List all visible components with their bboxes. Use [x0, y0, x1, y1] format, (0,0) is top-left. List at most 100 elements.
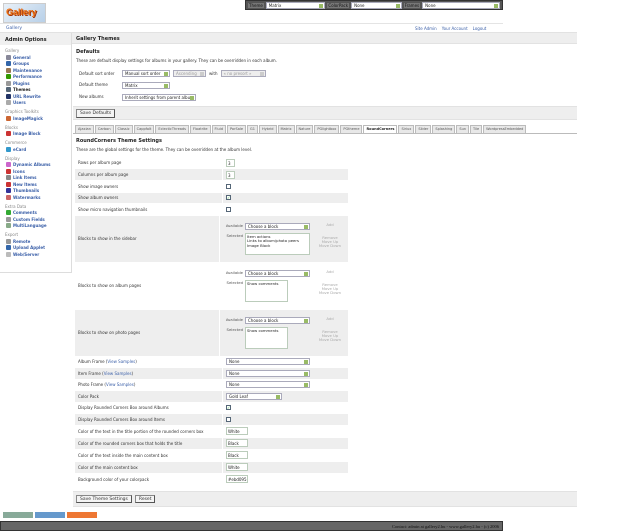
sidebar-item-image-block[interactable]: Image Block — [0, 131, 71, 138]
tab-fluid[interactable]: Fluid — [211, 125, 226, 133]
add-button[interactable]: Add — [326, 221, 334, 227]
tab-g1[interactable]: G1 — [247, 125, 258, 133]
sidebar-item-watermarks[interactable]: Watermarks — [0, 194, 71, 201]
move-up-button[interactable]: Move Up — [321, 332, 339, 338]
selected-block-item[interactable]: Links to album/photo peers — [247, 238, 299, 243]
save-defaults-button[interactable]: Save Defaults — [76, 109, 116, 118]
sidebar-item-imagemagick[interactable]: ImageMagick — [0, 115, 71, 122]
sidebar-item-url-rewrite[interactable]: URL Rewrite — [0, 93, 71, 100]
tab-classic[interactable]: Classic — [114, 125, 133, 133]
setting-text-input[interactable]: White — [226, 463, 248, 471]
view-samples-link[interactable]: View Samples — [107, 359, 136, 365]
selected-block-item[interactable]: Image Block — [247, 242, 271, 248]
sidebar-item-ecard[interactable]: eCard — [0, 146, 71, 153]
tab-wordpressembedded[interactable]: WordpressEmbedded — [483, 125, 527, 133]
tab-ajaxian[interactable]: Ajaxian — [75, 125, 94, 133]
remove-button[interactable]: Remove — [322, 234, 338, 240]
sort-order-select[interactable]: Manual sort order — [122, 70, 170, 77]
move-up-button[interactable]: Move Up — [321, 238, 339, 244]
add-button[interactable]: Add — [326, 315, 334, 321]
sidebar-item-groups[interactable]: Groups — [0, 61, 71, 68]
sidebar-item-web-server[interactable]: Web/Server — [0, 251, 71, 258]
tab-nature[interactable]: Nature — [295, 125, 314, 133]
your-account-link[interactable]: Your Account — [441, 26, 468, 31]
rss-badge[interactable] — [67, 512, 97, 518]
remove-button[interactable]: Remove — [322, 281, 338, 287]
sidebar-item-general[interactable]: General — [0, 54, 71, 61]
checkbox-unchecked[interactable] — [226, 183, 231, 189]
available-blocks-select[interactable]: Choose a block — [245, 222, 310, 230]
setting-text-input[interactable]: #ebd095 — [226, 475, 248, 483]
tab-splashing[interactable]: Splashing — [432, 125, 456, 133]
theme-select[interactable]: Matrix — [265, 1, 326, 9]
tab-hybrid[interactable]: Hybrid — [258, 125, 277, 133]
setting-text-input[interactable]: 3 — [226, 158, 235, 167]
tab-carbon[interactable]: Carbon — [94, 125, 114, 133]
colorpack-select[interactable]: None — [351, 1, 402, 9]
move-down-button[interactable]: Move Down — [318, 243, 342, 249]
remove-button[interactable]: Remove — [322, 328, 338, 334]
gallery-logo[interactable]: Gallery — [3, 3, 46, 23]
sidebar-item-thumbnails[interactable]: Thumbnails — [0, 188, 71, 195]
move-up-button[interactable]: Move Up — [321, 285, 339, 291]
tab-slider[interactable]: Slider — [415, 125, 432, 133]
add-button[interactable]: Add — [326, 268, 334, 274]
reset-button[interactable]: Reset — [134, 495, 156, 503]
setting-text-input[interactable]: White — [226, 427, 248, 435]
sidebar-item-users[interactable]: Users — [0, 100, 71, 107]
selected-blocks-list[interactable]: Show comments — [245, 279, 288, 302]
tab-cappfolt[interactable]: Cappfolt — [133, 125, 155, 133]
selected-blocks-list[interactable]: Item actions Links to album/photo peers Im… — [245, 232, 310, 255]
checkbox-unchecked[interactable] — [226, 416, 231, 422]
save-theme-settings-button[interactable]: Save Theme Settings — [76, 495, 132, 503]
tab-roundcorners[interactable]: RoundCorners — [363, 125, 398, 134]
sidebar-item-comments[interactable]: Comments — [0, 210, 71, 217]
tab-tile[interactable]: Tile — [470, 125, 483, 133]
selected-block-item[interactable]: Show comments — [247, 280, 279, 286]
checkbox-checked[interactable]: ✓ — [226, 195, 231, 201]
setting-select[interactable]: None — [226, 369, 310, 377]
firefox-badge[interactable] — [35, 512, 65, 518]
setting-text-input[interactable]: 3 — [226, 170, 235, 179]
sidebar-item-dynamic-albums[interactable]: Dynamic Albums — [0, 162, 71, 169]
checkbox-unchecked[interactable] — [226, 206, 231, 212]
setting-text-input[interactable]: Black — [226, 439, 248, 447]
frames-select[interactable]: None — [422, 1, 500, 9]
tab-porsale[interactable]: PorSale — [226, 125, 246, 133]
sidebar-item-plugins[interactable]: Plugins — [0, 80, 71, 87]
gallery-badge[interactable] — [3, 512, 33, 518]
sidebar-item-upload-applet[interactable]: Upload Applet — [0, 245, 71, 252]
available-blocks-select[interactable]: Choose a block — [245, 316, 310, 324]
selected-blocks-list[interactable]: Show comments — [245, 326, 288, 349]
checkbox-checked[interactable]: ✓ — [226, 405, 231, 411]
default-theme-select[interactable]: Matrix — [122, 82, 170, 89]
sidebar-item-custom-fields[interactable]: Custom Fields — [0, 216, 71, 223]
tab-pglightbox[interactable]: PGlightbox — [314, 125, 340, 133]
tab-floatrite[interactable]: Floatrite — [189, 125, 211, 133]
sidebar-item-performance[interactable]: Performance — [0, 74, 71, 81]
move-down-button[interactable]: Move Down — [318, 337, 342, 343]
sidebar-item-icons[interactable]: Icons — [0, 168, 71, 175]
logout-link[interactable]: Logout — [472, 26, 487, 31]
move-down-button[interactable]: Move Down — [318, 290, 342, 296]
sidebar-item-new-items[interactable]: New Items — [0, 181, 71, 188]
setting-select[interactable]: None — [226, 381, 310, 389]
selected-block-item[interactable]: Show comments — [247, 327, 279, 333]
tab-siriux[interactable]: Siriux — [398, 125, 415, 133]
breadcrumb-gallery[interactable]: Gallery — [6, 26, 23, 31]
setting-text-input[interactable]: Black — [226, 451, 248, 459]
tab-sun[interactable]: Sun — [456, 125, 470, 133]
sidebar-item-multilanguage[interactable]: MultiLanguage — [0, 223, 71, 230]
sidebar-item-maintenance[interactable]: Maintenance — [0, 67, 71, 74]
new-albums-select[interactable]: Inherit settings from parent album — [122, 94, 196, 101]
view-samples-link[interactable]: View Samples — [106, 382, 134, 388]
setting-select[interactable]: None — [226, 358, 310, 366]
tab-matrix[interactable]: Matrix — [277, 125, 295, 133]
available-blocks-select[interactable]: Choose a block — [245, 269, 310, 277]
site-admin-link[interactable]: Site Admin — [415, 26, 437, 31]
sidebar-item-link-items[interactable]: Link Items — [0, 175, 71, 182]
selected-block-item[interactable]: Item actions — [247, 233, 271, 239]
setting-select[interactable]: Gold Leaf — [226, 392, 282, 400]
view-samples-link[interactable]: View Samples — [103, 370, 132, 376]
sidebar-item-themes[interactable]: Themes — [0, 87, 71, 94]
